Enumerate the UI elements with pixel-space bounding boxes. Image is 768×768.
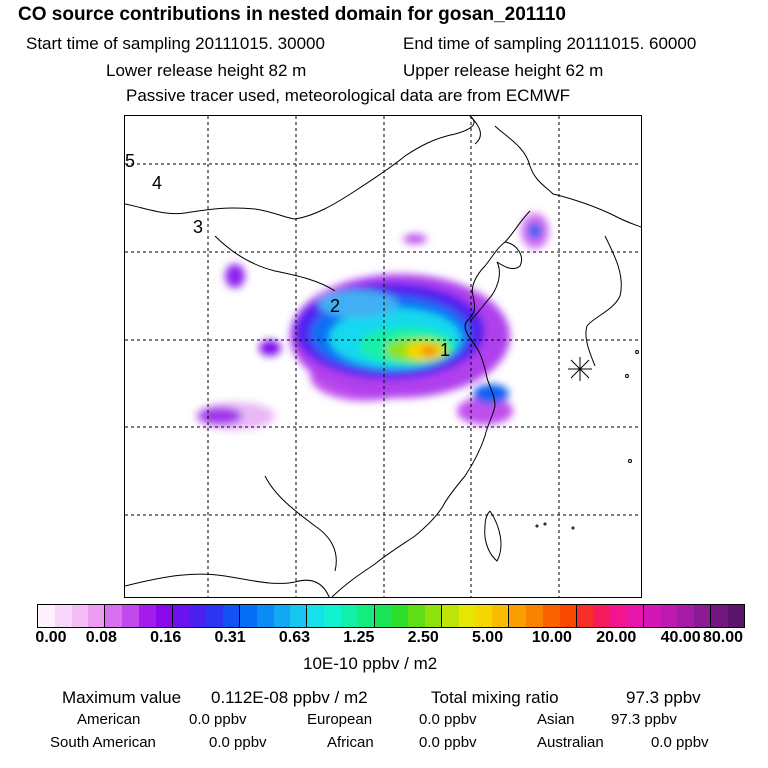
coastlines [125, 116, 641, 597]
colorbar-swatch [643, 605, 661, 627]
colorbar-swatch [441, 605, 459, 627]
region-value-australian: 0.0 ppbv [651, 734, 709, 751]
colorbar-swatch [559, 605, 577, 627]
colorbar-swatch [105, 605, 123, 627]
colorbar-tick-label: 0.00 [35, 629, 67, 646]
total-mixing-label: Total mixing ratio [431, 688, 559, 707]
colorbar-tick-label: 1.25 [343, 629, 375, 646]
colorbar-units: 10E-10 ppbv / m2 [303, 654, 438, 673]
tracer-note: Passive tracer used, meteorological data… [126, 86, 571, 105]
colorbar-swatch [526, 605, 543, 627]
colorbar-swatch [425, 605, 442, 627]
total-mixing-value: 97.3 ppbv [626, 688, 701, 707]
colorbar-swatch [54, 605, 72, 627]
region-value-african: 0.0 ppbv [419, 734, 477, 751]
colorbar-tick-label: 2.50 [407, 629, 439, 646]
region-value-european: 0.0 ppbv [419, 711, 477, 728]
colorbar-swatch [542, 605, 560, 627]
upper-release-height: Upper release height 62 m [403, 61, 604, 80]
colorbar-swatch [694, 605, 712, 627]
colorbar-swatch [357, 605, 375, 627]
region-label-5: 5 [125, 151, 136, 171]
colorbar-swatch [155, 605, 173, 627]
colorbar-swatch [727, 605, 744, 627]
colorbar-swatch [576, 605, 594, 627]
region-name-african: African [327, 734, 374, 751]
colorbar-tick-label: 0.16 [150, 629, 182, 646]
colorbar-tick-label: 0.08 [85, 629, 117, 646]
colorbar-swatch [122, 605, 139, 627]
start-time: Start time of sampling 20111015. 30000 [26, 34, 325, 53]
colorbar-swatch [660, 605, 678, 627]
colorbar-swatch [206, 605, 224, 627]
colorbar-tick-label: 20.00 [596, 629, 637, 646]
chart-title: CO source contributions in nested domain… [18, 4, 566, 25]
colorbar-swatch [273, 605, 291, 627]
colorbar-swatch [88, 605, 106, 627]
colorbar-swatch [408, 605, 426, 627]
colorbar-tick-label: 0.31 [214, 629, 246, 646]
region-label-3: 3 [193, 217, 204, 237]
colorbar-swatch [340, 605, 358, 627]
map-panel: 1 2 3 4 5 [124, 115, 642, 598]
region-name-australian: Australian [537, 734, 604, 751]
colorbar-swatch [458, 605, 476, 627]
region-name-american: American [77, 711, 141, 728]
colorbar-swatch [509, 605, 527, 627]
colorbar-tick-label: 10.00 [531, 629, 572, 646]
colorbar-swatch [324, 605, 341, 627]
map-canvas [125, 116, 641, 597]
colorbar-swatch [172, 605, 190, 627]
colorbar-swatch [189, 605, 207, 627]
colorbar-swatch [711, 605, 728, 627]
concentration-plume [195, 213, 549, 430]
colorbar-swatch [610, 605, 627, 627]
colorbar [37, 604, 745, 628]
colorbar-swatch [71, 605, 89, 627]
asterisk-icon [568, 357, 592, 381]
colorbar-swatch [374, 605, 392, 627]
region-value-south-american: 0.0 ppbv [209, 734, 267, 751]
colorbar-tick-label: 40.00 [660, 629, 701, 646]
region-label-2: 2 [330, 296, 341, 316]
region-label-4: 4 [152, 173, 163, 193]
colorbar-swatch [138, 605, 156, 627]
max-value-label: Maximum value [62, 688, 182, 707]
colorbar-swatch [475, 605, 493, 627]
colorbar-swatch [307, 605, 325, 627]
end-time: End time of sampling 20111015. 60000 [403, 34, 697, 53]
colorbar-swatch [256, 605, 274, 627]
colorbar-swatch [626, 605, 644, 627]
colorbar-swatch [492, 605, 510, 627]
colorbar-swatch [391, 605, 409, 627]
colorbar-tick-label: 0.63 [278, 629, 311, 646]
region-value-asian: 97.3 ppbv [611, 711, 677, 728]
region-name-south-american: South American [50, 734, 156, 751]
colorbar-swatch [677, 605, 695, 627]
colorbar-swatch [593, 605, 611, 627]
region-name-asian: Asian [537, 711, 575, 728]
colorbar-swatch [290, 605, 308, 627]
colorbar-tick-label: 5.00 [471, 629, 504, 646]
region-value-american: 0.0 ppbv [189, 711, 247, 728]
colorbar-swatch [38, 605, 55, 627]
colorbar-swatch [239, 605, 257, 627]
colorbar-tick-label: 80.00 [702, 629, 744, 646]
max-value: 0.112E-08 ppbv / m2 [211, 688, 368, 707]
lower-release-height: Lower release height 82 m [106, 61, 307, 80]
region-label-1: 1 [440, 340, 451, 360]
region-name-european: European [307, 711, 373, 728]
colorbar-swatch [223, 605, 240, 627]
graticule [125, 116, 641, 597]
